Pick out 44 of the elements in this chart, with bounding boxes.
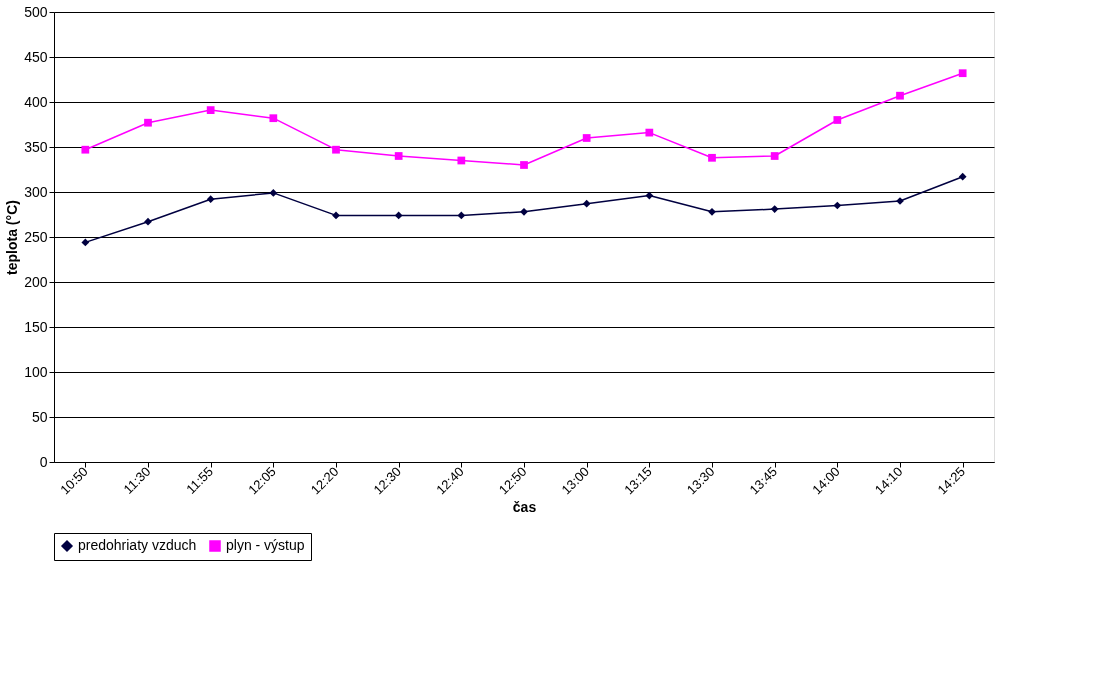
point [520,161,528,169]
point [206,195,215,204]
point [896,91,904,100]
point [332,145,340,154]
point [81,238,90,247]
point [770,205,779,213]
y-tick-label: 100 [24,363,48,380]
point [582,199,591,208]
point [770,152,779,160]
y-tick-label: 0 [39,453,48,470]
point [958,172,967,181]
point [269,114,278,123]
point [645,128,654,137]
y-axis-title: teplota (°C) [4,200,21,275]
point [833,201,842,210]
y-tick-label: 400 [24,93,48,110]
x-axis-title: čas [512,499,537,516]
point [81,145,90,154]
y-tick-label: 50 [31,408,48,425]
point [269,189,278,197]
point [582,134,591,142]
point [708,153,716,162]
legend-label: plyn - výstup [226,537,305,553]
point [645,191,654,200]
point [394,152,403,160]
point [833,116,842,124]
y-tick-label: 200 [24,273,48,290]
y-tick-label: 300 [24,183,48,200]
point [457,156,466,165]
point [708,207,716,216]
point [332,211,340,220]
point [144,217,152,226]
y-tick-label: 450 [24,48,48,65]
y-tick-label: 350 [24,138,48,155]
point [206,106,215,114]
point [520,207,528,216]
y-tick-label: 150 [24,318,48,335]
y-tick-label: 250 [24,228,48,245]
point [457,211,466,220]
legend-label: predohriaty vzduch [78,537,197,553]
point [958,69,967,78]
point [394,211,403,220]
point [144,118,152,127]
y-tick-label: 500 [24,3,48,20]
